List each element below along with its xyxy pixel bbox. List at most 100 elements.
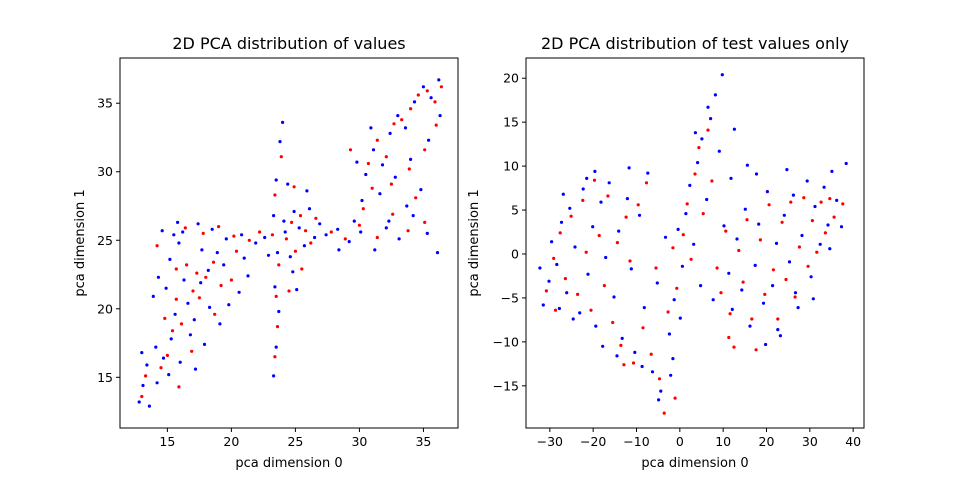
right-series-0-point [753,263,757,267]
left-series-0-point [324,233,328,237]
right-series-1-point [592,178,597,182]
left-series-0-point [384,226,388,230]
left-x-tick-label: 15 [159,434,175,449]
left-y-tick-label: 30 [97,164,113,179]
left-series-1-point [407,167,411,171]
left-series-0-point [305,189,309,193]
left-series-0-point [242,256,246,260]
left-series-0-point [161,356,166,360]
left-series-1-point [273,193,277,197]
right-series-0-point [646,171,650,175]
right-series-0-point [800,233,804,238]
left-series-1-point [375,235,379,240]
left-series-0-point [173,312,177,316]
right-series-1-point [763,292,767,296]
right-series-0-point [667,332,672,336]
left-series-1-point [274,294,278,298]
right-series-0-point [796,306,800,310]
left-chart-title: 2D PCA distribution of values [172,34,405,53]
left-series-0-point [156,275,160,279]
right-series-0-point [604,255,608,260]
left-x-axis-label: pca dimension 0 [235,456,342,471]
right-series-0-point [561,192,565,196]
right-series-1-point [558,231,562,235]
right-series-1-point [589,308,593,312]
left-series-0-point [172,233,176,237]
left-series-0-point [227,303,231,307]
left-series-0-point [438,114,442,118]
left-series-0-point [360,198,364,203]
left-series-1-point [247,238,251,242]
right-series-1-point [689,257,693,261]
left-series-0-point [275,251,280,255]
left-series-0-point [295,288,299,292]
left-series-0-point [419,188,423,192]
left-series-1-point [204,275,208,279]
left-x-tick-label: 20 [223,434,239,449]
left-series-1-point [211,260,216,264]
left-series-0-point [355,160,359,164]
right-series-0-point [642,306,646,310]
left-series-1-point [140,394,144,399]
left-series-0-point [167,373,171,377]
right-series-1-point [741,280,745,284]
left-series-0-point [151,294,155,298]
left-series-0-point [281,120,285,124]
left-series-0-point [176,220,180,224]
left-x-tick-label: 30 [351,434,367,449]
right-x-tick-label: 10 [715,434,731,449]
left-series-1-point [232,234,236,238]
left-series-0-point [272,374,276,378]
left-series-0-point [283,230,287,234]
right-series-1-point [745,218,749,222]
left-series-1-point [348,148,353,152]
right-y-tick-label: −10 [493,334,519,349]
right-series-1-point [606,194,610,198]
left-series-1-point [343,237,347,241]
right-series-0-point [839,225,844,229]
left-series-0-point [168,257,172,261]
right-plot-area [526,58,864,428]
right-series-0-point [680,264,685,268]
right-series-0-point [585,176,589,180]
right-series-0-point [720,73,724,77]
left-series-0-point [291,270,295,274]
right-series-0-point [573,245,577,249]
right-series-0-point [722,224,726,228]
left-series-1-point [406,229,410,233]
right-series-1-point [671,246,675,250]
left-series-0-point [272,214,276,218]
right-series-0-point [705,197,709,202]
left-series-1-point [391,212,395,216]
left-series-1-point [416,93,420,97]
right-series-0-point [547,279,551,283]
right-series-0-point [671,357,675,361]
left-series-0-point [292,209,296,214]
left-series-0-point [274,178,278,182]
left-series-0-point [347,240,351,244]
left-series-1-point [183,226,187,230]
left-series-1-point [234,249,239,253]
left-series-1-point [423,148,427,152]
left-series-0-point [181,230,185,234]
left-x-tick-label: 35 [415,434,431,449]
left-series-1-point [384,155,388,159]
right-x-tick-label: 20 [759,434,775,449]
left-series-0-point [182,278,186,282]
right-series-1-point [710,179,714,183]
left-series-0-point [421,85,425,89]
right-series-0-point [684,212,688,216]
right-series-0-point [809,275,813,279]
left-series-0-point [278,140,282,144]
left-y-tick-label: 35 [97,96,113,111]
right-series-0-point [793,291,798,295]
left-series-0-point [178,360,182,364]
right-series-0-point [627,166,631,170]
right-series-0-point [791,193,796,197]
right-series-1-point [654,266,658,270]
left-series-1-point [375,138,379,142]
right-series-1-point [631,361,636,365]
right-series-0-point [743,207,747,211]
left-y-ticks: 15 20 25 30 35 [97,96,120,385]
right-series-1-point [544,289,549,293]
